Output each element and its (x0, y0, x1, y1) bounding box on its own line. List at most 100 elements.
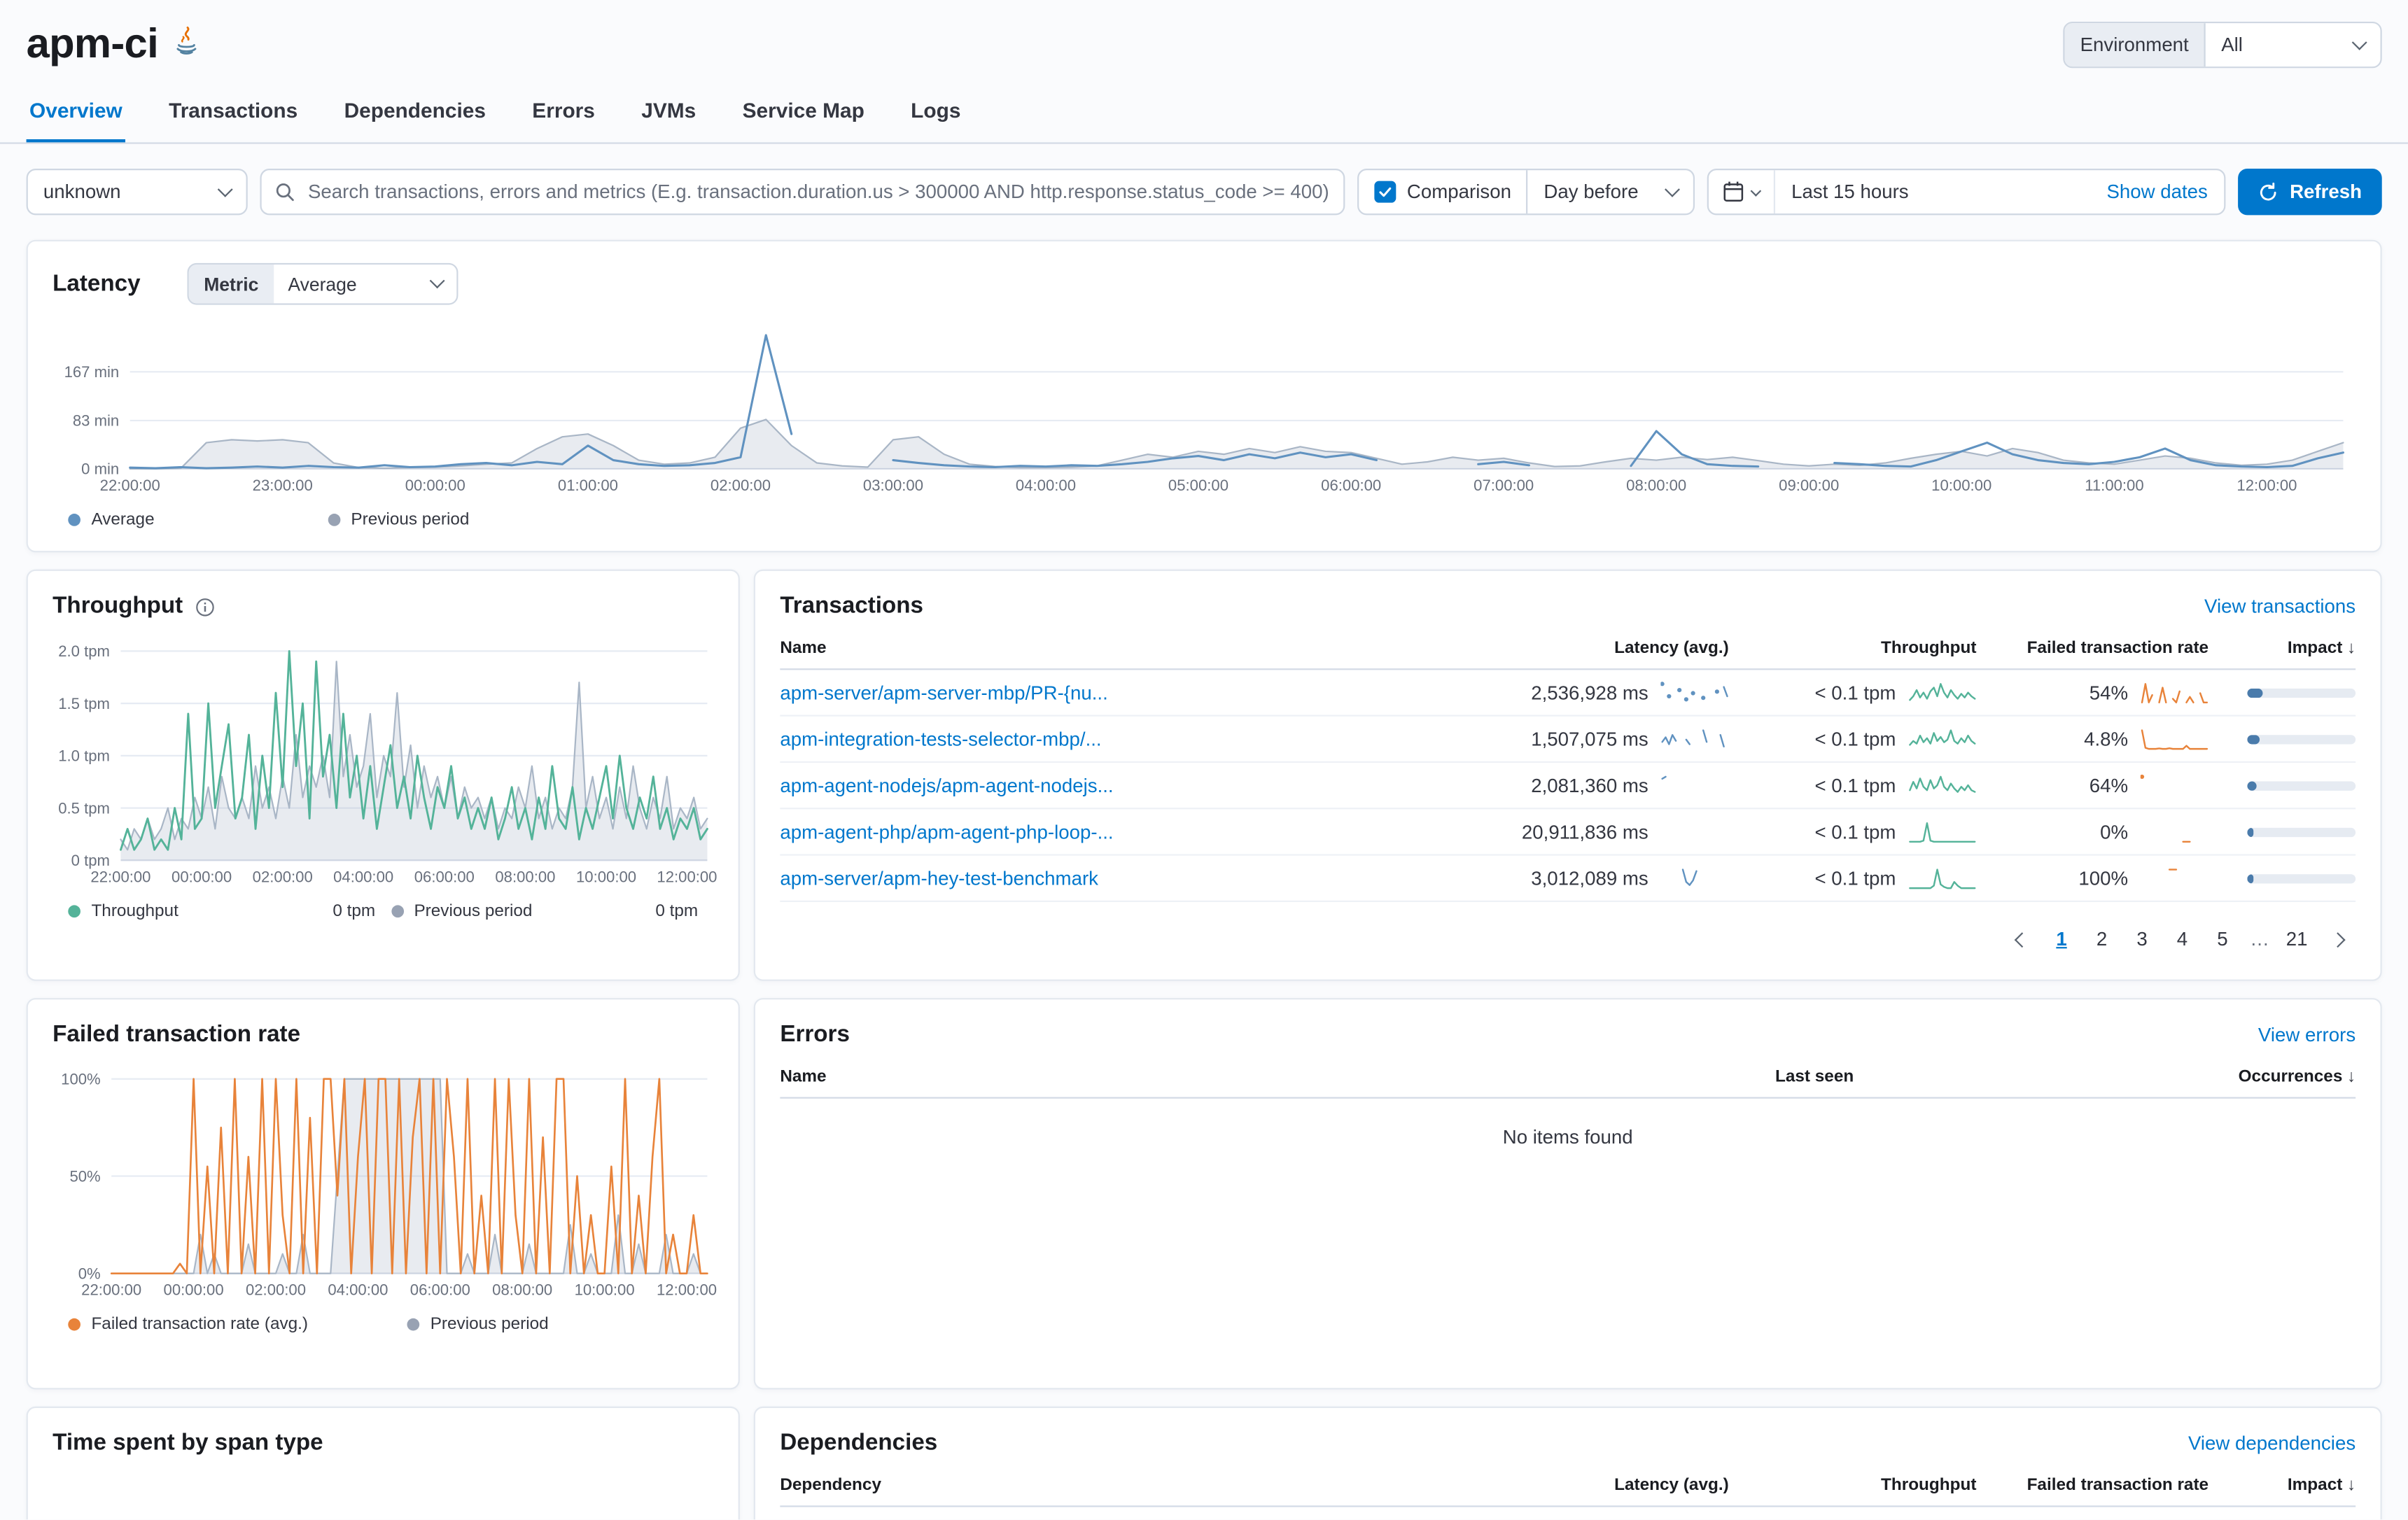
legend-dot-icon (68, 514, 80, 526)
column-header-impact[interactable]: Impact ↓ (2208, 639, 2356, 658)
column-header-latency[interactable]: Latency (avg.) (1614, 639, 1729, 658)
failed-rate-cell: 64% (1976, 773, 2208, 797)
svg-text:83 min: 83 min (73, 412, 119, 430)
pagination-page-3[interactable]: 3 (2136, 928, 2148, 950)
refresh-icon (2259, 181, 2279, 202)
legend-item: Previous period (328, 511, 469, 529)
pagination: 1 2 3 4 5 … 21 (780, 921, 2356, 958)
pagination-page-5[interactable]: 5 (2217, 928, 2228, 950)
sparkline (1660, 680, 1728, 705)
time-range-value[interactable]: Last 15 hours (1791, 181, 1909, 203)
legend-value: 0 tpm (332, 902, 376, 921)
svg-text:04:00:00: 04:00:00 (333, 868, 393, 885)
view-errors-link[interactable]: View errors (2258, 1023, 2356, 1046)
column-header-name[interactable]: Name (780, 639, 827, 658)
sort-desc-icon: ↓ (2346, 1067, 2356, 1087)
column-header-error-name[interactable]: Name (780, 1067, 827, 1087)
transaction-type-select[interactable]: unknown (26, 168, 248, 216)
pagination-page-21[interactable]: 21 (2286, 928, 2308, 950)
errors-panel: Errors View errors Name Last seen Occurr… (753, 998, 2382, 1390)
pagination-previous-button[interactable] (2003, 921, 2040, 958)
latency-value: 2,081,360 ms (1531, 774, 1648, 796)
column-header-last-seen[interactable]: Last seen (1775, 1067, 1854, 1087)
refresh-button[interactable]: Refresh (2239, 168, 2382, 216)
comparison-checkbox[interactable]: Comparison (1359, 170, 1527, 213)
impact-bar (2247, 780, 2356, 790)
view-transactions-link[interactable]: View transactions (2204, 595, 2356, 617)
impact-cell (2208, 873, 2356, 883)
comparison-period-select[interactable]: Day before (1527, 170, 1694, 214)
svg-text:12:00:00: 12:00:00 (657, 868, 716, 885)
failed-rate-cell: 54% (1976, 680, 2208, 705)
sparkline-chart (2182, 840, 2191, 842)
environment-label: Environment (2064, 23, 2206, 67)
failed-rate-value: 0% (2100, 820, 2129, 843)
tab-transactions[interactable]: Transactions (169, 99, 298, 122)
pagination-page-1[interactable]: 1 (2056, 928, 2067, 950)
throughput-cell: < 0.1 tpm (1729, 680, 1977, 705)
chevron-down-icon (2351, 34, 2367, 50)
pagination-next-button[interactable] (2318, 921, 2356, 958)
column-header-throughput[interactable]: Throughput (1881, 1476, 1977, 1495)
sparkline (1660, 819, 1728, 844)
legend-label: Previous period (430, 1315, 549, 1334)
pagination-page-4[interactable]: 4 (2176, 928, 2188, 950)
chevron-down-icon (1751, 185, 1763, 196)
failed-rate-cell: 100% (1976, 866, 2208, 890)
svg-text:12:00:00: 12:00:00 (657, 1281, 717, 1299)
transaction-name-cell: apm-integration-tests-selector-mbp/... (780, 728, 1442, 750)
column-header-impact[interactable]: Impact ↓ (2208, 1476, 2356, 1495)
environment-value-box[interactable]: All (2206, 23, 2380, 66)
filter-bar: unknown Comparison Day before (26, 168, 2382, 216)
search-input[interactable] (260, 168, 1345, 216)
tab-errors[interactable]: Errors (532, 99, 595, 122)
column-header-failed-rate[interactable]: Failed transaction rate (2026, 1476, 2209, 1495)
tab-dependencies[interactable]: Dependencies (344, 99, 486, 122)
tab-service-map[interactable]: Service Map (742, 99, 864, 122)
environment-select[interactable]: Environment All (2063, 21, 2382, 69)
throughput-cell: < 0.1 tpm (1729, 819, 1977, 844)
tab-logs[interactable]: Logs (911, 99, 961, 122)
transaction-name-link[interactable]: apm-server/apm-hey-test-benchmark (780, 867, 1098, 889)
failed-rate-panel-head: Failed transaction rate (52, 1021, 713, 1048)
column-header-latency[interactable]: Latency (avg.) (1614, 1476, 1729, 1495)
svg-text:1.0 tpm: 1.0 tpm (58, 747, 110, 765)
svg-text:01:00:00: 01:00:00 (558, 477, 618, 494)
column-header-failed-rate[interactable]: Failed transaction rate (2026, 639, 2209, 658)
tab-jvms[interactable]: JVMs (641, 99, 696, 122)
svg-text:0 min: 0 min (81, 460, 119, 478)
transaction-name-link[interactable]: apm-server/apm-server-mbp/PR-{nu... (780, 681, 1108, 703)
legend-label: Failed transaction rate (avg.) (91, 1315, 309, 1334)
sparkline (2141, 680, 2208, 705)
show-dates-link[interactable]: Show dates (2106, 181, 2208, 203)
dependencies-title: Dependencies (780, 1429, 938, 1456)
svg-text:0 tpm: 0 tpm (71, 852, 110, 869)
java-agent-icon (174, 27, 200, 57)
column-header-dependency[interactable]: Dependency (780, 1476, 881, 1495)
view-dependencies-link[interactable]: View dependencies (2188, 1432, 2356, 1454)
transaction-name-link[interactable]: apm-integration-tests-selector-mbp/... (780, 728, 1102, 750)
legend-label: Previous period (414, 902, 533, 921)
sparkline (2140, 773, 2208, 797)
svg-text:22:00:00: 22:00:00 (90, 868, 150, 885)
failed-rate-chart: 0% 50% 100% 22:00:00 00:00:00 02:00:00 04:00:0… (61, 1070, 717, 1299)
row-spantype-dependencies: Time spent by span type Dependencies Vie… (26, 1406, 2382, 1520)
transaction-name-link[interactable]: apm-agent-nodejs/apm-agent-nodejs... (780, 774, 1114, 796)
tab-overview[interactable]: Overview (27, 87, 126, 143)
pagination-page-2[interactable]: 2 (2096, 928, 2108, 950)
transaction-name-link[interactable]: apm-agent-php/apm-agent-php-loop-... (780, 820, 1114, 843)
info-icon[interactable] (195, 597, 216, 617)
column-header-occurrences[interactable]: Occurrences ↓ (2162, 1068, 2356, 1087)
sparkline (1908, 680, 1976, 705)
sparkline-chart (1909, 775, 1976, 792)
svg-text:03:00:00: 03:00:00 (863, 477, 923, 494)
metric-select[interactable]: Average (274, 265, 457, 304)
column-header-occurrences-label: Occurrences (2238, 1067, 2343, 1087)
failed-rate-cell: 4.8% (1976, 726, 2208, 751)
date-picker-calendar-button[interactable] (1709, 170, 1777, 214)
column-header-impact-label: Impact (2287, 639, 2343, 658)
column-header-throughput[interactable]: Throughput (1881, 639, 1977, 658)
sparkline (2141, 866, 2208, 890)
